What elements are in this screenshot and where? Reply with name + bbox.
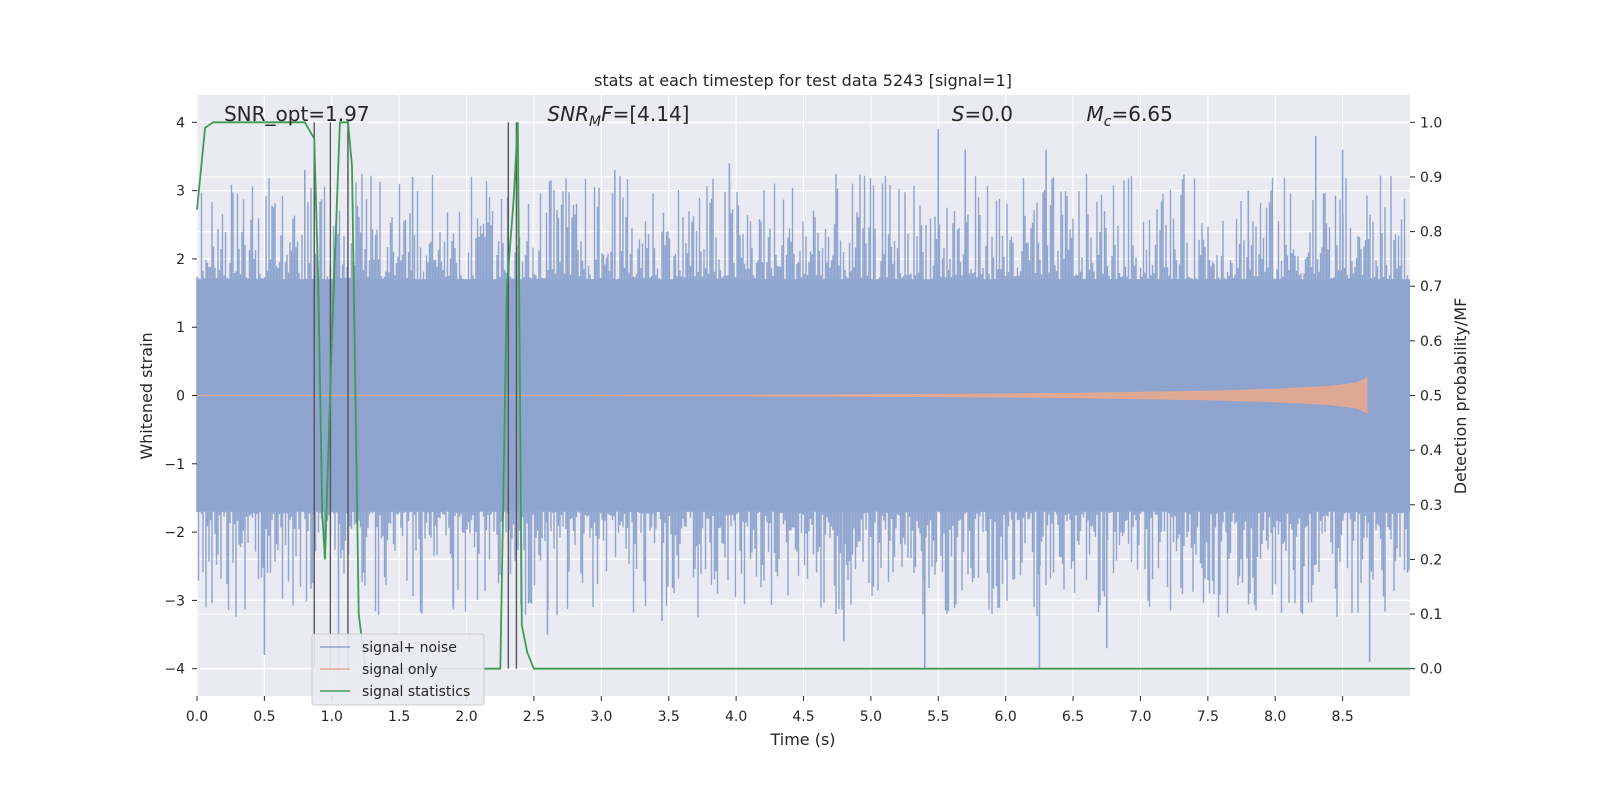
x-tick-label: 1.5 <box>388 709 410 725</box>
y-right-tick-label: 0.8 <box>1420 225 1442 241</box>
x-tick-label: 6.5 <box>1062 709 1084 725</box>
legend-label-signal-only: signal only <box>362 662 437 678</box>
y-tick-label: 2 <box>176 252 185 268</box>
x-tick-label: 4.5 <box>792 709 814 725</box>
x-tick-label: 7.5 <box>1197 709 1219 725</box>
y-tick-label: 3 <box>176 184 185 200</box>
y-axis-right-label: Detection probability/MF <box>1451 298 1470 495</box>
annotation-0: SNR_opt=1.97 <box>224 102 370 126</box>
x-axis-ticks: 0.0 0.5 1.0 1.5 2.0 2.5 3.0 3.5 4.0 4.5 5.0 5.5 6.0 6… <box>186 696 1354 725</box>
y-right-tick-label: 0.3 <box>1420 498 1442 514</box>
y-tick-label: −4 <box>164 662 185 678</box>
x-tick-label: 1.0 <box>321 709 343 725</box>
y-tick-label: 0 <box>176 389 185 405</box>
x-tick-label: 2.5 <box>523 709 545 725</box>
y-right-tick-label: 0.6 <box>1420 334 1442 350</box>
x-tick-label: 2.0 <box>455 709 477 725</box>
y-tick-label: 4 <box>176 115 185 131</box>
x-tick-label: 6.0 <box>995 709 1017 725</box>
signal-only-line <box>197 377 1368 414</box>
y-tick-label: −2 <box>164 525 185 541</box>
x-tick-label: 5.5 <box>927 709 949 725</box>
x-tick-label: 3.5 <box>658 709 680 725</box>
y-right-tick-label: 1.0 <box>1420 115 1442 131</box>
x-tick-label: 7.0 <box>1129 709 1151 725</box>
x-tick-label: 4.0 <box>725 709 747 725</box>
chart-title: stats at each timestep for test data 524… <box>594 71 1012 90</box>
x-tick-label: 8.0 <box>1264 709 1286 725</box>
legend-frame <box>311 633 485 706</box>
y-tick-label: −1 <box>164 457 185 473</box>
annotation-3: Mc=6.65 <box>1087 102 1173 130</box>
x-tick-label: 3.0 <box>590 709 612 725</box>
x-axis-label: Time (s) <box>769 730 835 749</box>
x-tick-label: 0.5 <box>253 709 275 725</box>
x-tick-label: 0.0 <box>186 709 208 725</box>
legend: signal+ noise signal only signal statist… <box>311 633 485 706</box>
series-signal-only <box>197 377 1368 414</box>
y-right-tick-label: 0.0 <box>1420 662 1442 678</box>
vertical-markers <box>313 122 518 669</box>
y-right-tick-label: 0.5 <box>1420 389 1442 405</box>
annotation-1: SNRMF=[4.14] <box>547 102 689 130</box>
y-axis-right-ticks: 1.0 0.9 0.8 0.7 0.6 0.5 0.4 0.3 0.2 0.1 0.0 <box>1410 115 1442 678</box>
y-right-tick-label: 0.1 <box>1420 607 1442 623</box>
x-tick-label: 5.0 <box>860 709 882 725</box>
y-right-tick-label: 0.2 <box>1420 552 1442 568</box>
legend-label-signal-noise: signal+ noise <box>362 640 457 656</box>
y-tick-label: 1 <box>176 320 185 336</box>
noise-peaks <box>263 129 1371 669</box>
y-axis-ticks: 4 3 2 1 0 −1 −2 −3 −4 <box>164 115 197 678</box>
x-tick-label: 8.5 <box>1331 709 1353 725</box>
y-tick-label: −3 <box>164 593 185 609</box>
y-axis-label: Whitened strain <box>137 332 156 459</box>
annotations: SNR_opt=1.97 SNRMF=[4.14] S=0.0 Mc=6.65 <box>224 102 1173 130</box>
y-right-tick-label: 0.9 <box>1420 170 1442 186</box>
y-right-tick-label: 0.4 <box>1420 443 1442 459</box>
annotation-2: S=0.0 <box>952 102 1013 126</box>
legend-label-signal-statistics: signal statistics <box>362 684 470 700</box>
y-right-tick-label: 0.7 <box>1420 279 1442 295</box>
